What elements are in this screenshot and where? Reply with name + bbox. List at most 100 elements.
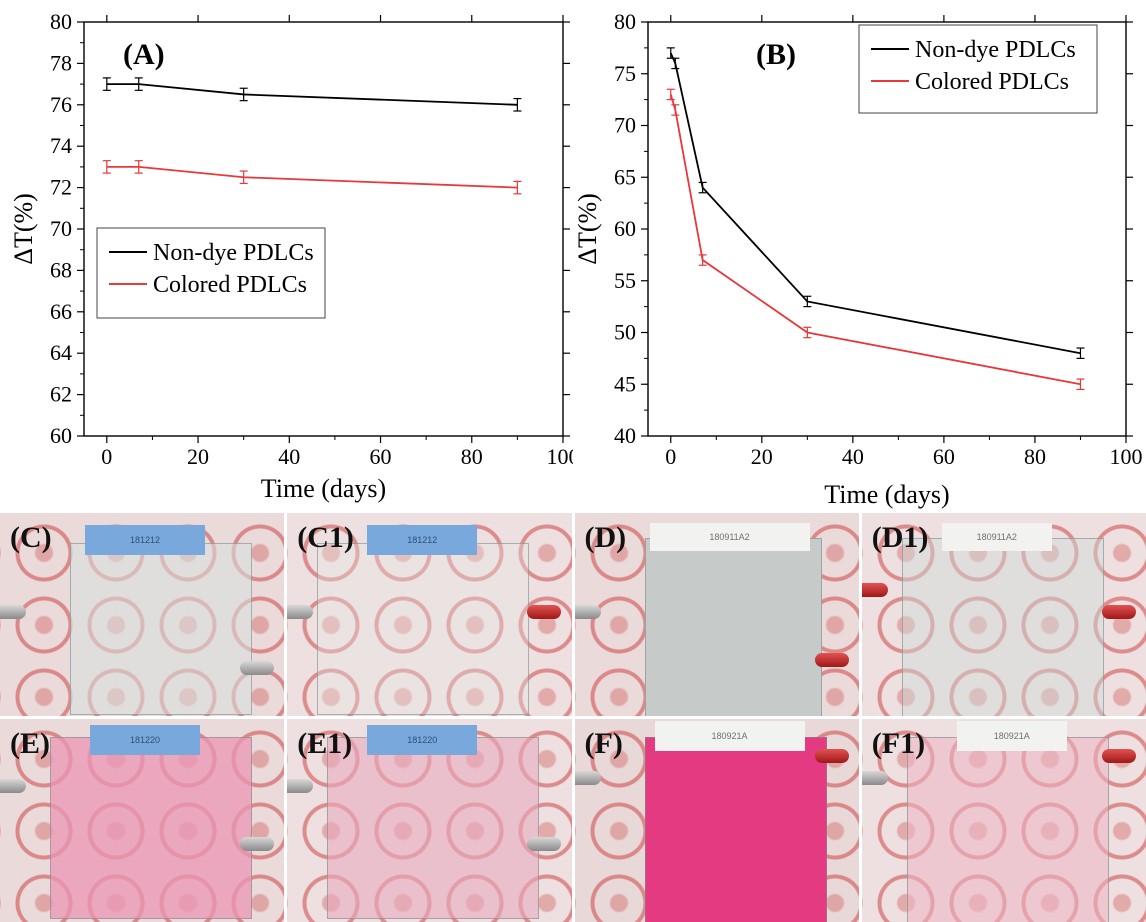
- series-line: [106, 165, 518, 189]
- sample-tag: 180911A2: [649, 523, 810, 551]
- error-bar: [102, 77, 111, 91]
- photo-label: (E): [10, 727, 50, 760]
- y-tick-label: 75: [614, 61, 636, 86]
- error-bar: [134, 77, 143, 91]
- pdlc-sample: [70, 543, 252, 715]
- photo-label: (D): [584, 521, 627, 554]
- y-tick-label: 55: [614, 268, 636, 293]
- error-bar: [1076, 347, 1085, 359]
- photo-e: 181220 (E): [0, 719, 285, 922]
- y-tick-label: 60: [50, 423, 72, 448]
- x-tick-label: 40: [278, 444, 300, 469]
- photo-f: 180921A (F): [574, 719, 859, 922]
- chart-b: 0 20 40 60 80 100 40 45 50 55 60 65 70 75 80 Time (days…: [573, 9, 1143, 509]
- x-tick-label: 20: [187, 444, 209, 469]
- photo-grid: 181212 (C) 181212 (C1) 180911A2 (D) 1809…: [0, 513, 1146, 922]
- pdlc-sample: [644, 737, 827, 922]
- y-tick-label: 65: [614, 164, 636, 189]
- electrode-clip-icon: [574, 771, 601, 785]
- electrode-clip-icon: [240, 837, 274, 851]
- electrode-clip-icon: [1101, 605, 1136, 619]
- photo-label: (C1): [297, 521, 354, 554]
- pdlc-sample: [50, 737, 252, 919]
- y-tick-label: 64: [50, 340, 72, 365]
- electrode-clip-icon: [861, 583, 888, 597]
- error-bar: [803, 326, 812, 339]
- electrode-clip-icon: [814, 653, 849, 667]
- y-tick-label: 60: [614, 216, 636, 241]
- x-tick-label: 60: [933, 444, 955, 469]
- x-tick-label: 0: [665, 444, 676, 469]
- legend-label: Non-dye PDLCs: [153, 240, 314, 266]
- y-tick-label: 68: [50, 257, 72, 282]
- x-tick-label: 60: [370, 444, 392, 469]
- y-tick-label: 72: [50, 175, 72, 200]
- error-bar: [513, 180, 522, 195]
- photo-f1: 180921A (F1): [861, 719, 1146, 922]
- x-tick-label: 40: [842, 444, 864, 469]
- sample-tag: 180911A2: [941, 523, 1052, 551]
- electrode-clip-icon: [240, 661, 274, 675]
- electrode-clip-icon: [287, 779, 314, 793]
- y-tick-label: 70: [614, 113, 636, 138]
- electrode-clip-icon: [0, 779, 26, 793]
- sample-tag: 181220: [367, 725, 478, 755]
- error-bar: [239, 170, 248, 185]
- x-axis-label: Time (days): [824, 480, 949, 509]
- panel-label: (A): [123, 38, 165, 71]
- error-bar: [239, 87, 248, 102]
- y-axis-label: ΔT(%): [9, 193, 38, 265]
- sample-tag: 181220: [90, 725, 200, 755]
- legend-label: Colored PDLCs: [915, 69, 1069, 95]
- y-tick-label: 74: [50, 133, 72, 158]
- pdlc-sample: [327, 737, 540, 919]
- y-axis-label: ΔT(%): [573, 193, 602, 265]
- error-bar: [698, 254, 707, 266]
- photo-d: 180911A2 (D): [574, 513, 859, 716]
- panel-label: (B): [756, 38, 796, 71]
- x-tick-label: 80: [1024, 444, 1046, 469]
- error-bar: [698, 181, 707, 194]
- photo-label: (F): [584, 727, 623, 760]
- x-axis-label: Time (days): [261, 474, 386, 503]
- photo-d1: 180911A2 (D1): [861, 513, 1146, 716]
- y-tick-label: 50: [614, 320, 636, 345]
- photo-c: 181212 (C): [0, 513, 285, 716]
- error-bar: [666, 47, 675, 59]
- error-bar: [671, 57, 680, 70]
- pdlc-sample: [906, 737, 1109, 922]
- pdlc-sample: [901, 538, 1104, 716]
- y-tick-label: 78: [50, 50, 72, 75]
- x-tick-label: 80: [461, 444, 483, 469]
- electrode-clip-icon: [527, 837, 562, 851]
- sample-tag: 180921A: [956, 721, 1067, 751]
- y-tick-label: 70: [50, 216, 72, 241]
- x-tick-label: 0: [101, 444, 112, 469]
- error-bar: [666, 88, 675, 101]
- electrode-clip-icon: [861, 771, 888, 785]
- sample-tag: 180921A: [654, 721, 805, 751]
- pdlc-sample: [317, 543, 530, 715]
- electrode-clip-icon: [527, 605, 562, 619]
- photo-label: (D1): [871, 521, 929, 554]
- error-bar: [671, 104, 680, 116]
- y-tick-label: 62: [50, 382, 72, 407]
- electrode-clip-icon: [814, 749, 849, 763]
- y-tick-label: 45: [614, 371, 636, 396]
- series-line: [106, 83, 518, 106]
- error-bar: [803, 295, 812, 308]
- electrode-clip-icon: [0, 605, 26, 619]
- chart-a: 0 20 40 60 80 100 60 62 64 66 68 70 72 74 76 78 80 Time (…: [9, 9, 573, 503]
- electrode-clip-icon: [1101, 749, 1136, 763]
- photo-c1: 181212 (C1): [287, 513, 572, 716]
- electrode-clip-icon: [574, 605, 601, 619]
- error-bar: [134, 160, 143, 174]
- photo-label: (E1): [297, 727, 353, 760]
- electrode-clip-icon: [287, 605, 314, 619]
- y-tick-label: 76: [50, 92, 72, 117]
- y-tick-label: 80: [614, 9, 636, 34]
- legend-label: Non-dye PDLCs: [915, 37, 1076, 63]
- sample-tag: 181212: [85, 525, 205, 555]
- legend-label: Colored PDLCs: [153, 272, 307, 298]
- photo-label: (F1): [871, 727, 926, 760]
